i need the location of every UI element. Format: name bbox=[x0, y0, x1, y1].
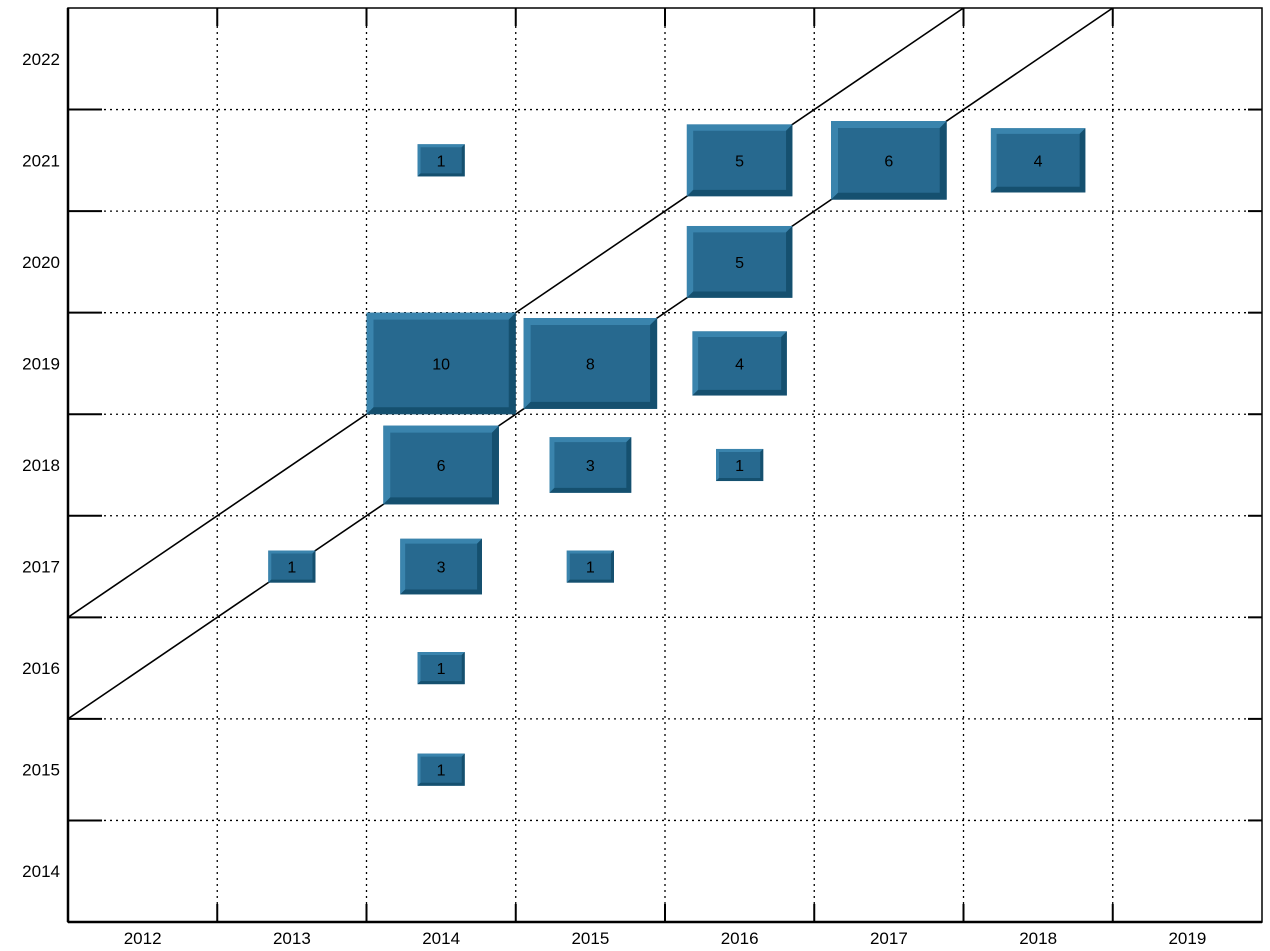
y-tick-label: 2015 bbox=[22, 761, 60, 780]
cell-box-face bbox=[523, 318, 658, 409]
cell-value-label: 1 bbox=[437, 763, 446, 780]
y-tick-label: 2017 bbox=[22, 558, 60, 577]
x-tick-label: 2019 bbox=[1168, 929, 1206, 948]
cell-box: 4 bbox=[692, 331, 787, 396]
y-tick-label: 2016 bbox=[22, 659, 60, 678]
y-tick-label: 2022 bbox=[22, 50, 60, 69]
cell-box: 1 bbox=[716, 448, 764, 482]
cell-box: 6 bbox=[383, 425, 499, 505]
cell-box: 5 bbox=[686, 225, 793, 298]
cell-box-face bbox=[716, 448, 764, 482]
cell-box-face bbox=[383, 425, 499, 505]
axes: 2012 2013 2014 2015 2016 2017 2018 2019 2014 2015… bbox=[22, 7, 1263, 948]
cell-box: 1 bbox=[268, 550, 316, 583]
cell-box-face bbox=[400, 538, 482, 595]
cell-box-face bbox=[417, 753, 465, 786]
cell-box: 10 bbox=[366, 312, 516, 415]
y-tick-label: 2014 bbox=[22, 862, 60, 881]
cell-box: 1 bbox=[566, 550, 614, 583]
cell-value-label: 6 bbox=[884, 153, 893, 170]
y-tick-label: 2019 bbox=[22, 354, 60, 373]
cell-value-label: 8 bbox=[586, 356, 595, 373]
y-tick-label: 2020 bbox=[22, 253, 60, 272]
cell-box-face bbox=[692, 331, 787, 396]
cell-box-face bbox=[366, 312, 516, 415]
cell-value-label: 4 bbox=[1034, 153, 1043, 170]
cell-box-face bbox=[990, 128, 1086, 193]
x-tick-label: 2017 bbox=[870, 929, 908, 948]
cell-value-label: 1 bbox=[437, 153, 446, 170]
cell-value-label: 1 bbox=[437, 661, 446, 678]
cell-box: 3 bbox=[549, 437, 632, 493]
cell-box-face bbox=[566, 550, 614, 583]
x-tick-label: 2012 bbox=[124, 929, 162, 948]
cells: 1 1 1 3 6 10 1 1 3 8 1 4 5 5 6 4 bbox=[268, 121, 1086, 786]
cell-box: 1 bbox=[417, 753, 465, 786]
cell-box: 5 bbox=[686, 124, 793, 197]
cell-value-label: 3 bbox=[586, 458, 595, 475]
cell-value-label: 1 bbox=[287, 560, 296, 577]
x-tick-label: 2018 bbox=[1019, 929, 1057, 948]
cell-box: 4 bbox=[990, 128, 1086, 193]
cell-box: 1 bbox=[417, 652, 465, 685]
cell-value-label: 1 bbox=[735, 458, 744, 475]
cell-box-face bbox=[549, 437, 632, 493]
cell-value-label: 6 bbox=[437, 458, 446, 475]
grid bbox=[68, 8, 1262, 922]
cell-value-label: 3 bbox=[437, 560, 446, 577]
y-tick-label: 2021 bbox=[22, 151, 60, 170]
cell-box: 8 bbox=[523, 318, 658, 409]
cell-box-face bbox=[831, 121, 947, 200]
cell-value-label: 4 bbox=[735, 356, 744, 373]
cell-box-face bbox=[417, 144, 465, 177]
cell-value-label: 1 bbox=[586, 560, 595, 577]
cell-box-face bbox=[417, 652, 465, 685]
x-tick-label: 2013 bbox=[273, 929, 311, 948]
cell-box-face bbox=[268, 550, 316, 583]
cell-box: 3 bbox=[400, 538, 482, 595]
cell-value-label: 10 bbox=[432, 356, 450, 373]
cell-box-face bbox=[686, 124, 793, 197]
cell-box: 1 bbox=[417, 144, 465, 177]
x-tick-label: 2015 bbox=[571, 929, 609, 948]
x-tick-label: 2016 bbox=[721, 929, 759, 948]
cell-value-label: 5 bbox=[735, 255, 744, 272]
x-tick-label: 2014 bbox=[422, 929, 460, 948]
y-tick-label: 2018 bbox=[22, 456, 60, 475]
cell-box: 6 bbox=[831, 121, 947, 200]
cell-value-label: 5 bbox=[735, 153, 744, 170]
cell-box-face bbox=[686, 225, 793, 298]
